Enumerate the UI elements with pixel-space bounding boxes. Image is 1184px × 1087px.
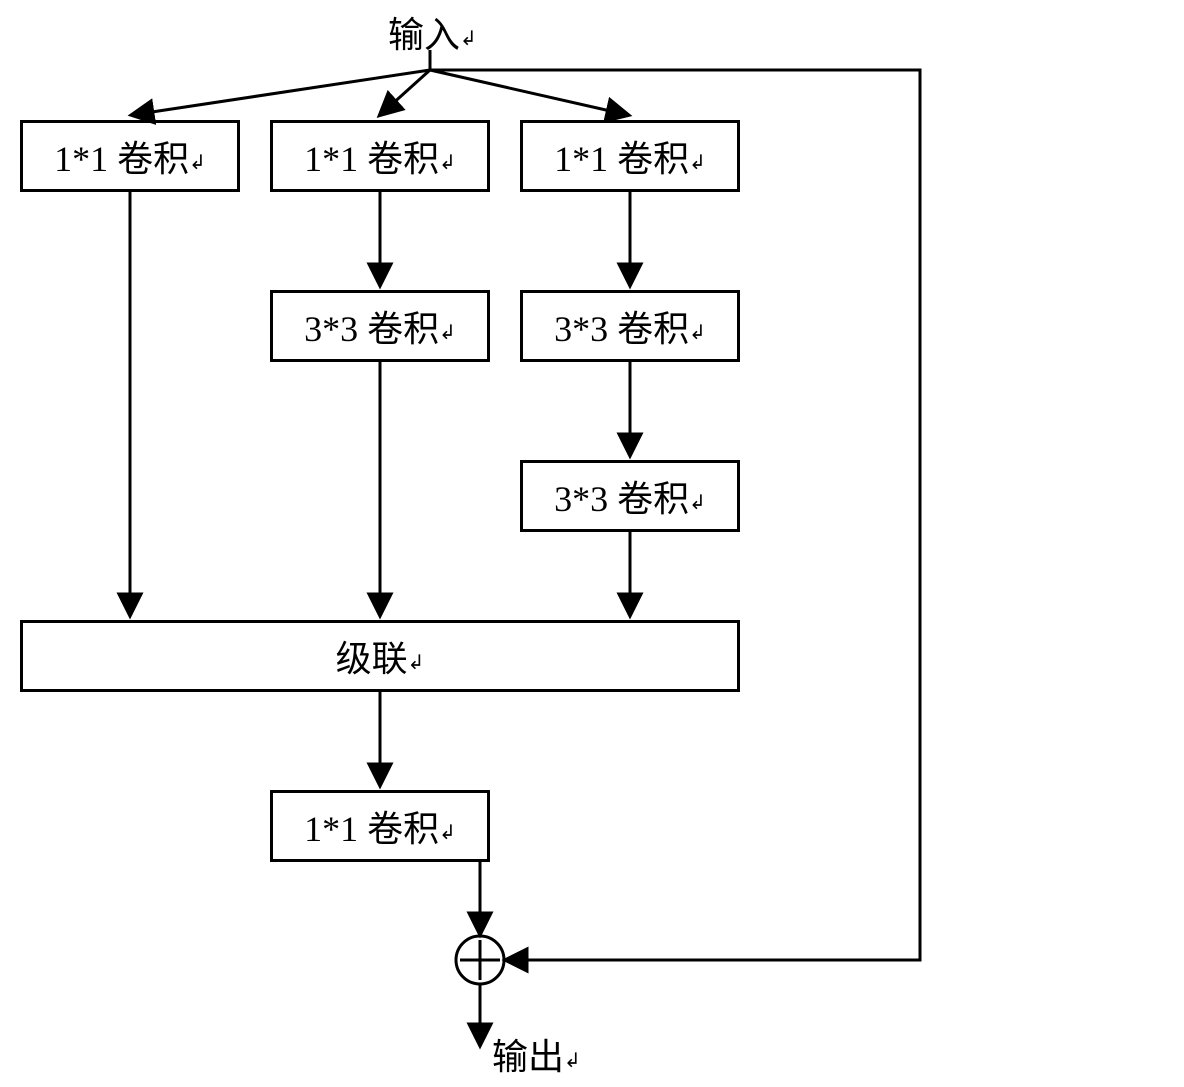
conv-1x1-branch1: 1*1 卷积↲ [20, 120, 240, 192]
conv-1x1-final: 1*1 卷积↲ [270, 790, 490, 862]
conv-3x3-branch3-b: 3*3 卷积↲ [520, 460, 740, 532]
input-label: 输入↲ [388, 6, 477, 58]
output-label: 输出↲ [492, 1028, 581, 1080]
conv-1x1-branch3: 1*1 卷积↲ [520, 120, 740, 192]
conv-1x1-branch2: 1*1 卷积↲ [270, 120, 490, 192]
conv-3x3-branch2: 3*3 卷积↲ [270, 290, 490, 362]
conv-3x3-branch3-a: 3*3 卷积↲ [520, 290, 740, 362]
diagram-canvas: 输入↲ 1*1 卷积↲ 1*1 卷积↲ 1*1 卷积↲ 3*3 卷积↲ 3*3 … [0, 0, 1184, 1087]
cascade-box: 级联↲ [20, 620, 740, 692]
